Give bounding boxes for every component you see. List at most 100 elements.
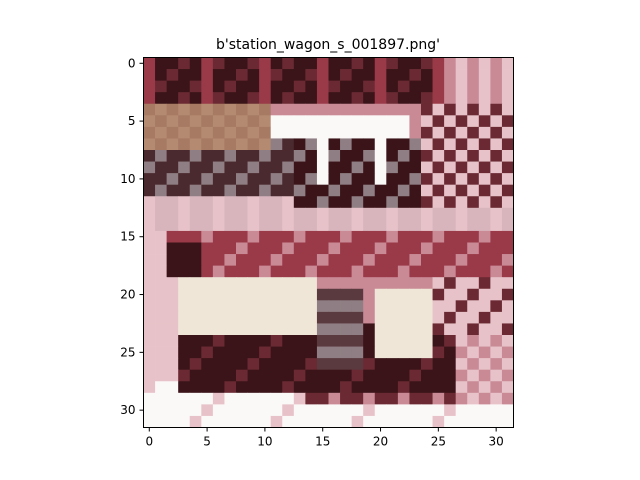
image-pixel (409, 103, 422, 116)
image-pixel (421, 207, 433, 220)
image-pixel (212, 184, 225, 197)
image-pixel (455, 80, 468, 93)
image-pixel (501, 335, 514, 347)
image-pixel (236, 173, 248, 186)
image-pixel (316, 80, 329, 93)
image-pixel (409, 311, 422, 324)
image-pixel (351, 138, 364, 151)
image-pixel (432, 207, 445, 220)
image-pixel (467, 173, 480, 186)
image-pixel (247, 300, 260, 313)
image-pixel (501, 277, 514, 290)
image-pixel (363, 207, 376, 220)
image-pixel (293, 126, 306, 139)
image-pixel (340, 311, 353, 324)
image-pixel (259, 404, 272, 417)
image-pixel (351, 242, 364, 255)
image-pixel (455, 103, 468, 116)
image-pixel (166, 115, 179, 128)
image-pixel (490, 265, 503, 278)
image-pixel (374, 392, 387, 405)
image-pixel (432, 254, 445, 267)
image-pixel (212, 150, 225, 162)
image-pixel (397, 80, 410, 93)
image-pixel (143, 219, 156, 232)
image-pixel (247, 173, 260, 186)
image-pixel (305, 219, 318, 232)
image-pixel (189, 392, 202, 405)
image-pixel (478, 358, 491, 371)
image-pixel (328, 323, 341, 336)
image-pixel (374, 404, 387, 417)
image-pixel (455, 115, 468, 128)
image-pixel (143, 300, 156, 313)
image-pixel (409, 254, 422, 267)
y-tick-label: 20 (120, 288, 135, 302)
image-pixel (305, 207, 318, 220)
image-pixel (236, 219, 248, 232)
image-pixel (212, 335, 225, 347)
image-pixel (212, 103, 225, 116)
image-pixel (467, 358, 480, 371)
image-pixel (270, 277, 283, 290)
image-pixel (351, 57, 364, 70)
x-tick-label: 0 (145, 435, 153, 449)
image-pixel (501, 161, 514, 174)
image-pixel (189, 415, 202, 428)
image-pixel (490, 277, 503, 290)
image-pixel (224, 381, 237, 394)
image-pixel (155, 335, 168, 347)
image-pixel (386, 323, 399, 336)
image-pixel (247, 311, 260, 324)
image-pixel (259, 92, 272, 105)
image-pixel (143, 323, 156, 336)
image-pixel (351, 335, 364, 347)
image-pixel (386, 69, 399, 82)
image-pixel (189, 254, 202, 267)
image-pixel (282, 173, 295, 186)
image-pixel (166, 288, 179, 301)
image-pixel (166, 300, 179, 313)
image-pixel (374, 69, 387, 82)
image-pixel (444, 115, 457, 128)
image-pixel (397, 415, 410, 428)
image-pixel (224, 207, 237, 220)
image-pixel (351, 381, 364, 394)
image-pixel (178, 92, 191, 105)
image-pixel (143, 369, 156, 382)
image-pixel (316, 358, 329, 371)
image-pixel (270, 415, 283, 428)
image-pixel (444, 230, 457, 243)
image-pixel (212, 242, 225, 255)
image-pixel (455, 219, 468, 232)
image-pixel (328, 126, 341, 139)
image-pixel (328, 311, 341, 324)
image-pixel (374, 335, 387, 347)
image-pixel (155, 207, 168, 220)
image-pixel (455, 184, 468, 197)
image-pixel (293, 103, 306, 116)
image-pixel (270, 219, 283, 232)
image-pixel (501, 69, 514, 82)
image-pixel (501, 346, 514, 359)
image-pixel (478, 196, 491, 209)
image-pixel (467, 335, 480, 347)
image-pixel (363, 138, 376, 151)
image-pixel (478, 369, 491, 382)
image-pixel (316, 300, 329, 313)
image-pixel (421, 138, 433, 151)
image-pixel (259, 161, 272, 174)
image-pixel (212, 369, 225, 382)
image-pixel (467, 415, 480, 428)
image-pixel (409, 265, 422, 278)
image-pixel (351, 196, 364, 209)
image-pixel (282, 57, 295, 70)
image-pixel (490, 254, 503, 267)
image-pixel (316, 323, 329, 336)
image-pixel (316, 369, 329, 382)
image-pixel (397, 126, 410, 139)
image-pixel (212, 69, 225, 82)
image-pixel (247, 265, 260, 278)
image-pixel (143, 277, 156, 290)
image-pixel (340, 219, 353, 232)
